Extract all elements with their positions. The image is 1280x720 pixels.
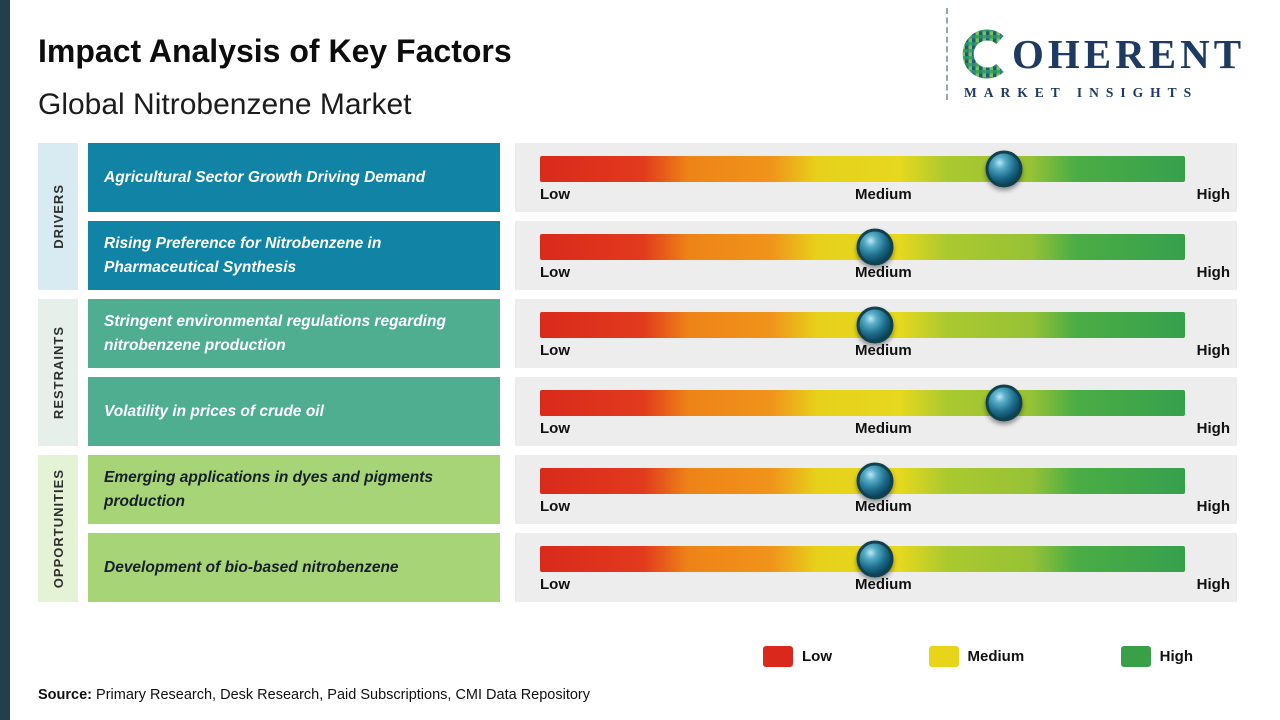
category-sidebar-opportunities: OPPORTUNITIES: [38, 455, 78, 602]
category-label: OPPORTUNITIES: [50, 468, 66, 589]
impact-marker: [856, 306, 894, 344]
impact-marker: [985, 384, 1023, 422]
impact-marker: [856, 540, 894, 578]
scale-label-medium: Medium: [855, 186, 912, 203]
scale-label-high: High: [1196, 576, 1230, 593]
left-accent-stripe: [0, 0, 10, 720]
scale-labels: Low Medium High: [540, 498, 1230, 515]
scale-labels: Low Medium High: [540, 576, 1230, 593]
factor-card: Volatility in prices of crude oil: [88, 377, 500, 446]
legend-swatch-medium: [928, 646, 959, 667]
logo-wordmark: OHERENT: [1012, 30, 1246, 77]
impact-gradient-bar: [540, 156, 1185, 182]
scale-label-low: Low: [540, 498, 570, 515]
scale-label-high: High: [1196, 420, 1230, 437]
legend-swatch-low: [763, 646, 793, 667]
factor-row: Development of bio-based nitrobenzene Lo…: [88, 533, 1237, 602]
category-label: DRIVERS: [50, 184, 66, 249]
source-text: Primary Research, Desk Research, Paid Su…: [96, 687, 591, 703]
factor-card: Stringent environmental regulations rega…: [88, 299, 500, 368]
factor-text: Development of bio-based nitrobenzene: [104, 558, 399, 576]
impact-scale-track: Low Medium High: [515, 143, 1237, 212]
scale-label-low: Low: [540, 420, 570, 437]
group-opportunities: OPPORTUNITIES Emerging applications in d…: [38, 455, 1237, 602]
impact-scale-track: Low Medium High: [515, 533, 1237, 602]
group-restraints: RESTRAINTS Stringent environmental regul…: [38, 299, 1237, 446]
impact-marker: [856, 228, 894, 266]
impact-scale-track: Low Medium High: [515, 377, 1237, 446]
scale-label-low: Low: [540, 186, 570, 203]
scale-label-medium: Medium: [855, 576, 912, 593]
category-sidebar-restraints: RESTRAINTS: [38, 299, 78, 446]
factor-card: Rising Preference for Nitrobenzene in Ph…: [88, 221, 500, 290]
legend-item-medium: Medium: [928, 646, 1025, 667]
scale-label-high: High: [1196, 498, 1230, 515]
factor-text: Stringent environmental regulations rega…: [104, 313, 446, 354]
scale-label-medium: Medium: [855, 264, 912, 281]
legend-label: Medium: [967, 648, 1025, 665]
scale-labels: Low Medium High: [540, 342, 1230, 359]
category-sidebar-drivers: DRIVERS: [38, 143, 78, 290]
legend-label: Low: [802, 648, 832, 665]
factor-card: Emerging applications in dyes and pigmen…: [88, 455, 500, 524]
factor-text: Rising Preference for Nitrobenzene in Ph…: [104, 235, 382, 276]
impact-gradient-bar: [540, 390, 1185, 416]
impact-scale-track: Low Medium High: [515, 299, 1237, 368]
logo-tagline: MARKET INSIGHTS: [964, 85, 1199, 100]
factor-text: Volatility in prices of crude oil: [104, 402, 324, 420]
source-label: Source:: [38, 687, 92, 703]
source-line: Source: Primary Research, Desk Research,…: [38, 687, 590, 703]
scale-label-high: High: [1196, 342, 1230, 359]
page-subtitle: Global Nitrobenzene Market: [38, 88, 412, 121]
group-drivers: DRIVERS Agricultural Sector Growth Drivi…: [38, 143, 1237, 290]
scale-label-medium: Medium: [855, 420, 912, 437]
factor-text: Agricultural Sector Growth Driving Deman…: [104, 168, 426, 186]
factor-text: Emerging applications in dyes and pigmen…: [104, 469, 434, 510]
scale-label-medium: Medium: [855, 498, 912, 515]
coherent-logo-icon: [962, 29, 1004, 79]
factor-card: Agricultural Sector Growth Driving Deman…: [88, 143, 500, 212]
factor-row: Volatility in prices of crude oil Low Me…: [88, 377, 1237, 446]
factor-card: Development of bio-based nitrobenzene: [88, 533, 500, 602]
factor-row: Agricultural Sector Growth Driving Deman…: [88, 143, 1237, 212]
impact-matrix: DRIVERS Agricultural Sector Growth Drivi…: [38, 143, 1237, 602]
scale-label-medium: Medium: [855, 342, 912, 359]
scale-labels: Low Medium High: [540, 186, 1230, 203]
impact-scale-track: Low Medium High: [515, 455, 1237, 524]
scale-labels: Low Medium High: [540, 264, 1230, 281]
factor-row: Emerging applications in dyes and pigmen…: [88, 455, 1237, 524]
logo-divider: [946, 8, 948, 100]
category-label: RESTRAINTS: [50, 325, 66, 420]
scale-label-high: High: [1196, 186, 1230, 203]
scale-labels: Low Medium High: [540, 420, 1230, 437]
factor-row: Stringent environmental regulations rega…: [88, 299, 1237, 368]
scale-label-high: High: [1196, 264, 1230, 281]
impact-scale-track: Low Medium High: [515, 221, 1237, 290]
brand-logo: OHERENT MARKET INSIGHTS: [958, 28, 1264, 101]
scale-label-low: Low: [540, 342, 570, 359]
factor-row: Rising Preference for Nitrobenzene in Ph…: [88, 221, 1237, 290]
legend-item-high: High: [1120, 646, 1193, 667]
impact-marker: [985, 150, 1023, 188]
legend-swatch-high: [1120, 646, 1151, 667]
scale-label-low: Low: [540, 264, 570, 281]
legend-label: High: [1159, 648, 1193, 665]
scale-label-low: Low: [540, 576, 570, 593]
legend: Low Medium High: [763, 646, 1193, 667]
legend-item-low: Low: [763, 646, 832, 667]
page-title: Impact Analysis of Key Factors: [38, 33, 512, 69]
impact-marker: [856, 462, 894, 500]
